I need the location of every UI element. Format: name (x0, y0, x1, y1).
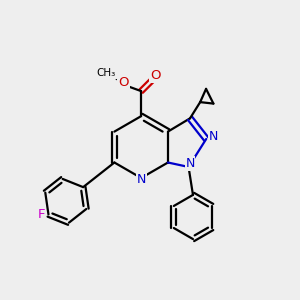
Text: O: O (150, 69, 160, 82)
Text: O: O (118, 76, 129, 89)
Text: O: O (151, 69, 161, 82)
Text: CH₃: CH₃ (97, 68, 116, 78)
Text: N: N (136, 173, 146, 186)
Text: O: O (119, 76, 130, 89)
Text: F: F (38, 208, 45, 221)
Text: O: O (112, 70, 113, 71)
Text: N: N (185, 157, 195, 170)
Text: O: O (108, 71, 109, 73)
Text: N: N (209, 130, 218, 142)
